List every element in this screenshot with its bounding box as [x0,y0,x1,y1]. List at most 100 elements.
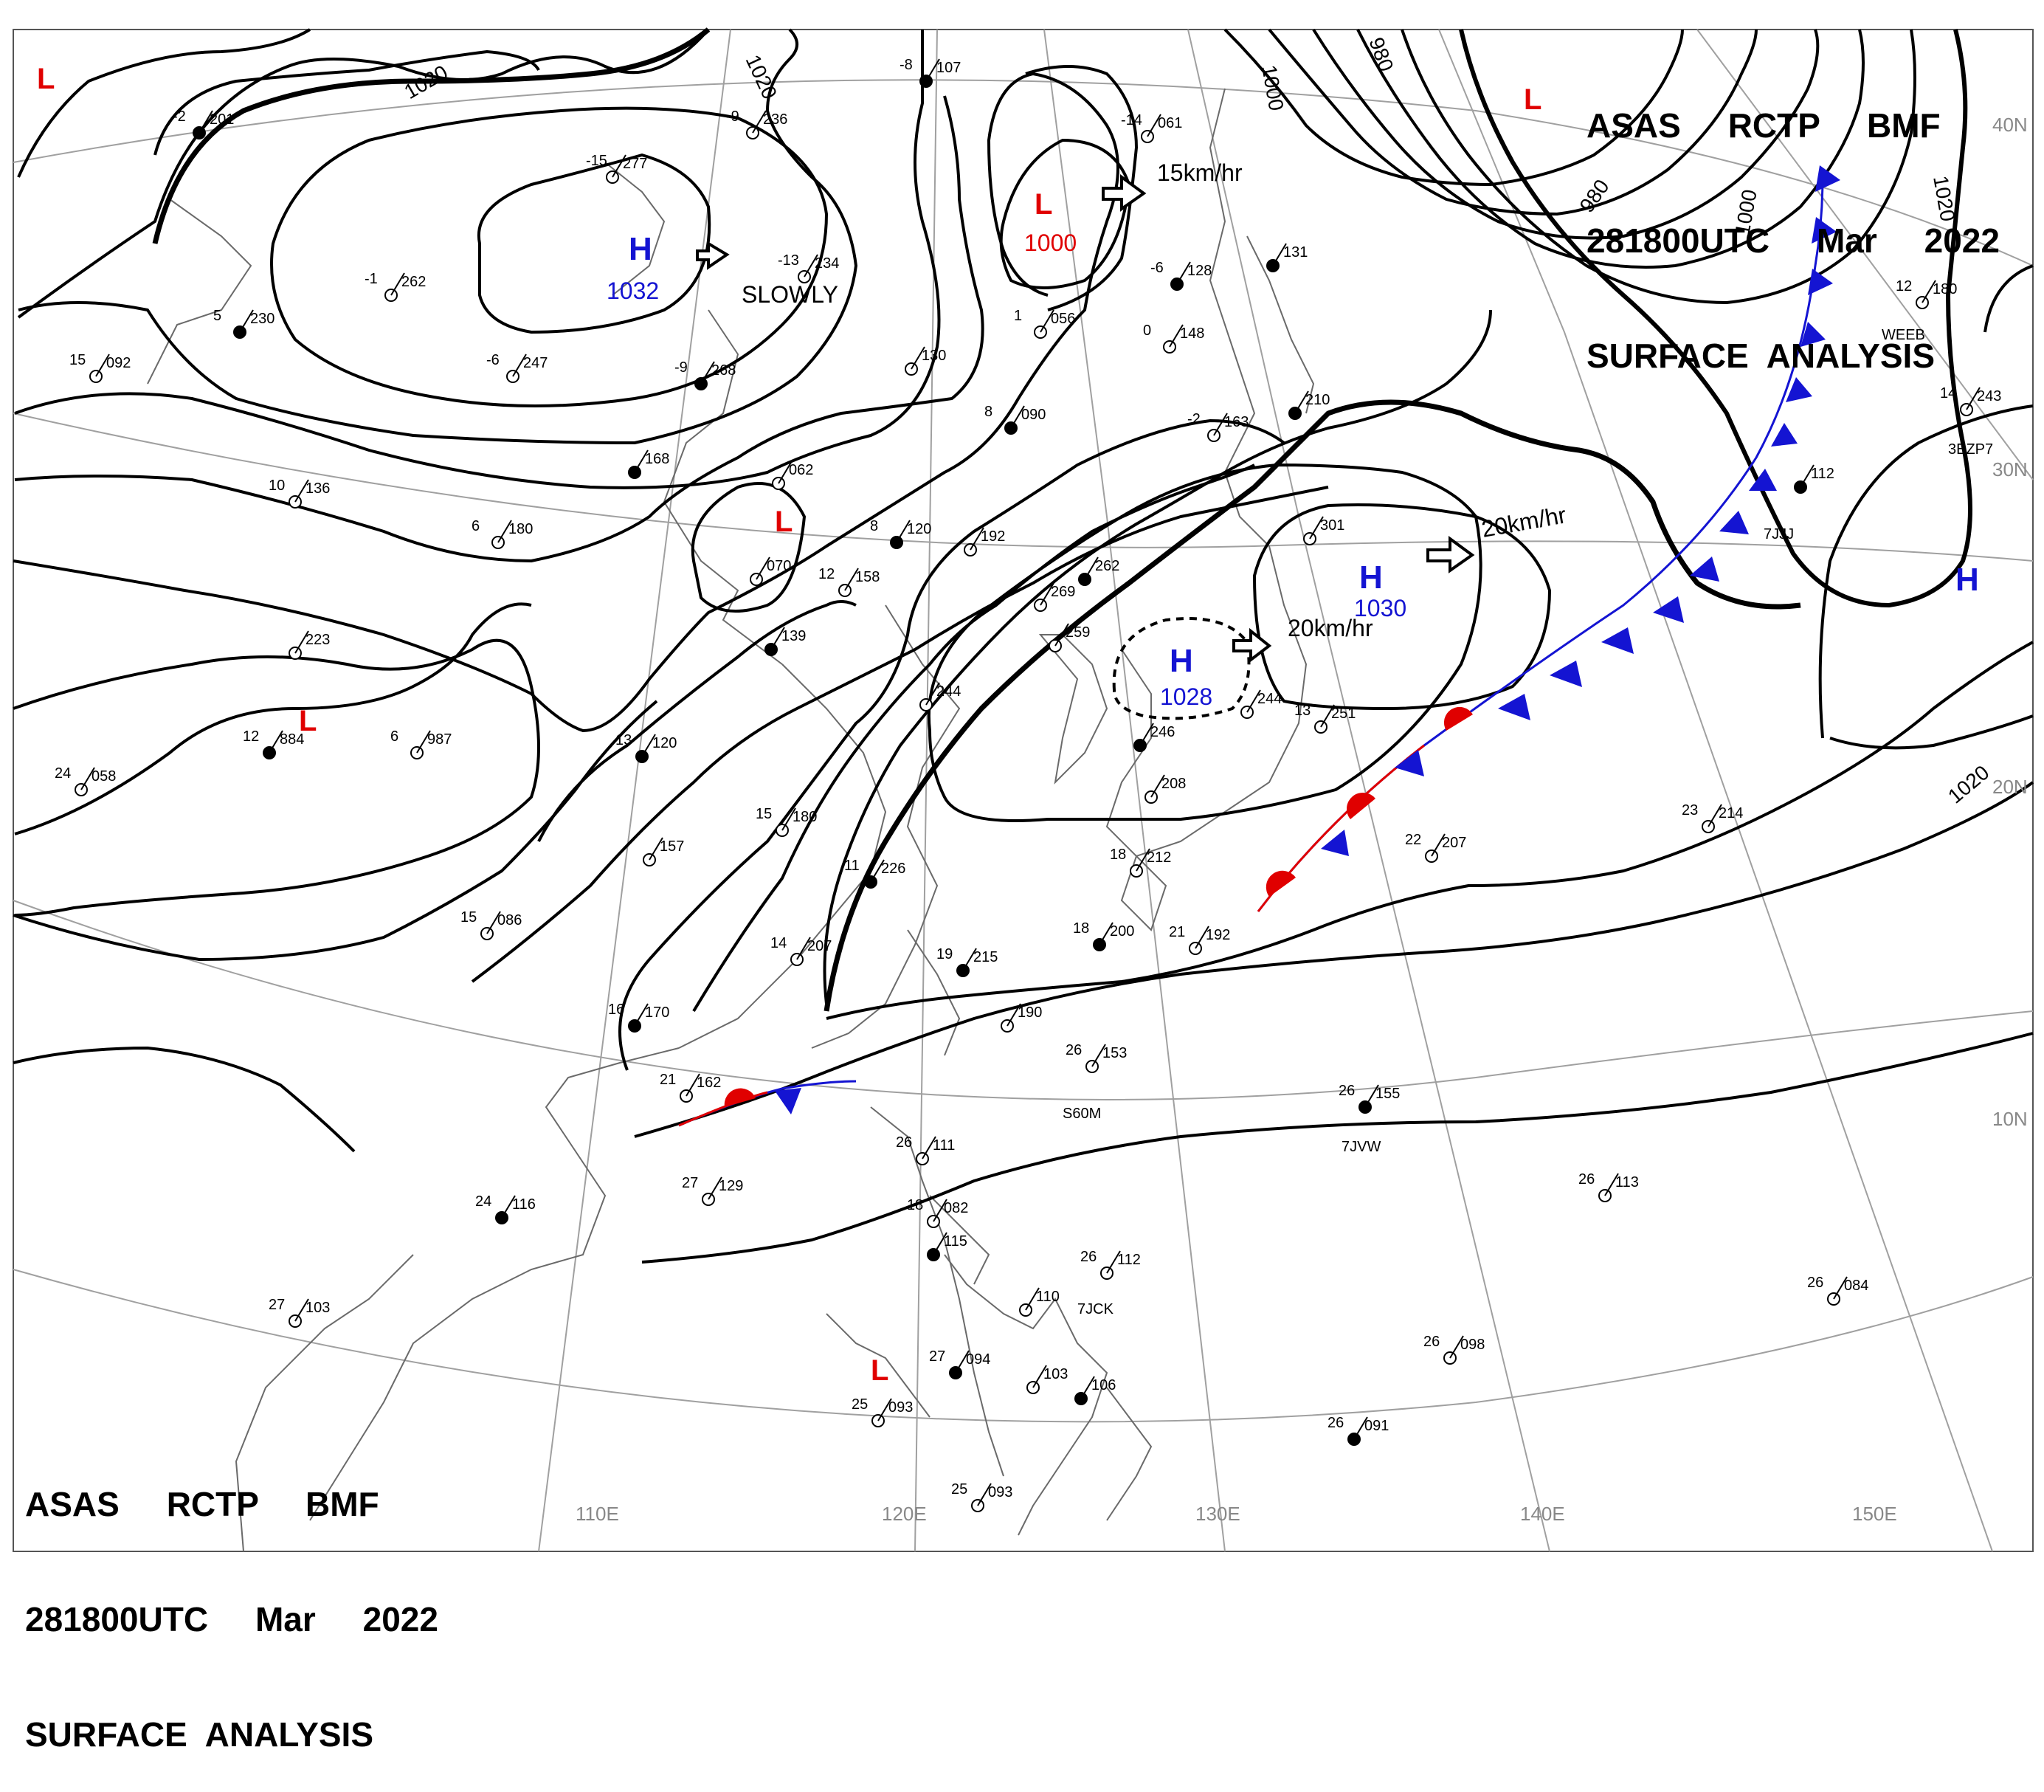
station-plot: 0 148 [1143,323,1204,354]
wind-barb-icon [1136,848,1150,872]
station-temperature: 13 [1294,703,1311,719]
chart-header-bottom: ASAS RCTP BMF 281800UTC Mar 2022 SURFACE… [25,1408,438,1792]
wind-barb-icon [870,859,885,883]
warm-front-semicircle [1443,706,1473,731]
wind-barb-icon [95,354,110,377]
station-pressure: 103 [305,1300,330,1316]
station-pressure: 207 [807,938,832,954]
station-plot: -9 236 [726,108,787,139]
wind-barb-icon [1025,1287,1040,1311]
station-temperature: 6 [472,518,480,534]
wind-barb-icon [896,520,911,543]
motion-label: 20km/hr [1288,615,1373,641]
cold-front-triangle [1786,377,1812,402]
wind-barb-icon [649,837,663,861]
station-pressure: 107 [936,60,961,76]
wind-barb-icon [796,937,811,960]
wind-barb-icon [1320,704,1335,728]
station-plot: 110 [1019,1287,1060,1317]
station-temperature: 24 [55,765,71,782]
station-plot: -15 277 [586,153,647,184]
wind-barb-icon [925,58,940,82]
wind-barb-icon [1169,324,1184,348]
high-pressure-value: 1032 [607,278,659,304]
station-plot: 106 [1074,1376,1116,1405]
station-temperature: 15 [460,909,477,926]
station-temperature: 26 [1327,1415,1344,1431]
motion-arrow-icon [696,241,730,270]
station-temperature: -2 [1187,411,1201,427]
wind-barb-icon [955,1350,970,1374]
station-pressure: 301 [1320,517,1344,534]
station-pressure: 058 [92,768,116,785]
station-plot: 18 200 [1073,920,1134,951]
ship-callsign: 7JJJ [1764,526,1794,542]
station-temperature: -9 [674,359,688,376]
ship-callsign: 7JCK [1077,1301,1114,1317]
wind-barb-icon [612,154,626,178]
station-temperature: 27 [929,1348,945,1365]
wind-barb-icon [641,734,656,757]
cold-front-triangle [1800,322,1826,347]
longitude-label: 120E [882,1503,927,1525]
station-temperature: 11 [844,858,860,874]
station-temperature: 26 [1578,1171,1595,1188]
station-temperature: 18 [907,1197,923,1213]
station-pressure: 259 [1066,624,1090,641]
station-temperature: -6 [486,352,500,368]
station-pressure: 106 [1091,1377,1116,1393]
station-plot: 062 [772,461,813,490]
station-temperature: 26 [1807,1275,1823,1291]
cold-front-triangle [1815,165,1840,192]
wind-barb-icon [1604,1173,1619,1196]
low-pressure-symbol: L [1524,83,1541,116]
station-plot: 131 [1266,243,1308,272]
station-plot: 18 082 [907,1197,968,1228]
wind-barb-icon [1364,1084,1379,1108]
coastlines [147,88,1315,1552]
wind-barb-icon [977,1483,992,1506]
ship-callsign: S60M [1063,1106,1101,1122]
station-temperature: 14 [1940,385,1956,402]
station-pressure: 236 [763,111,787,128]
station-pressure: 061 [1158,115,1182,131]
wind-barb-icon [294,630,309,654]
wind-barb-icon [1080,1376,1095,1399]
station-pressure: 098 [1460,1337,1485,1353]
wind-barb-icon [239,309,254,333]
wind-barb-icon [1040,582,1054,606]
wind-barb-icon [390,272,405,296]
station-plot: 22 207 [1405,832,1466,863]
station-plot: 1 056 [1014,308,1075,339]
station-pressure: 158 [855,569,880,585]
station-temperature: 16 [608,1002,624,1018]
station-plot: 19 215 [936,946,998,977]
station-pressure: 214 [1719,805,1743,821]
station-pressure: 128 [1187,263,1212,279]
station-plot: 8 090 [984,404,1046,435]
low-pressure-symbol: L [37,63,55,95]
station-pressure: 091 [1364,1418,1389,1434]
station-plot: 15 180 [756,806,817,837]
wind-barb-icon [1272,243,1287,266]
cold-front-triangle [1719,511,1749,534]
wind-barb-icon [770,627,785,650]
station-pressure: 110 [1036,1289,1060,1305]
station-plot: 24 116 [475,1193,536,1224]
station-plot: 27 094 [929,1348,990,1379]
station-temperature: 10 [269,478,285,494]
wind-barb-icon [1040,309,1054,333]
station-pressure: 987 [427,731,452,748]
station-temperature: 8 [984,404,992,420]
station-pressure: 246 [1150,724,1175,740]
station-pressure: 157 [660,838,684,855]
wind-barb-icon [634,449,649,473]
station-plot: 112 [1794,464,1834,494]
station-pressure: 130 [922,348,946,364]
isobars [13,28,2034,1264]
station-pressure: 223 [305,632,330,648]
station-pressure: 093 [988,1484,1012,1500]
station-pressure: 207 [1442,835,1466,851]
station-pressure: 168 [645,451,669,467]
wind-barb-icon [925,682,940,706]
